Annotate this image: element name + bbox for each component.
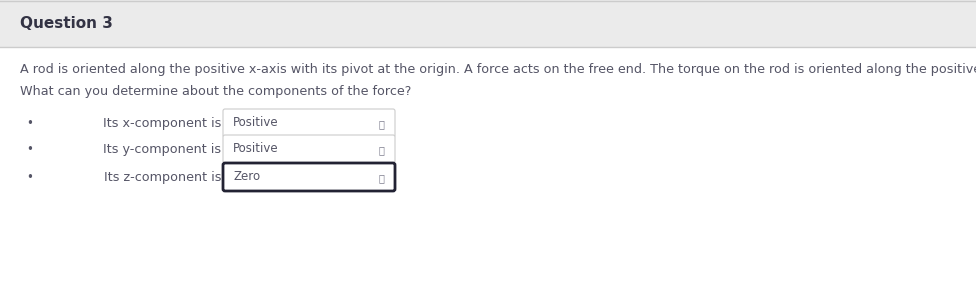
- Text: Its z-component is: Its z-component is: [103, 170, 221, 184]
- Text: Its y-component is: Its y-component is: [102, 142, 221, 156]
- Text: •: •: [26, 142, 33, 156]
- Text: What can you determine about the components of the force?: What can you determine about the compone…: [20, 85, 411, 99]
- FancyBboxPatch shape: [223, 109, 395, 137]
- Text: •: •: [26, 170, 33, 184]
- Text: A rod is oriented along the positive x-axis with its pivot at the origin. A forc: A rod is oriented along the positive x-a…: [20, 63, 976, 77]
- Text: Positive: Positive: [233, 117, 278, 130]
- Text: Its x-component is: Its x-component is: [102, 117, 221, 130]
- Text: Positive: Positive: [233, 142, 278, 156]
- FancyBboxPatch shape: [223, 135, 395, 163]
- Text: Question 3: Question 3: [20, 16, 113, 31]
- Bar: [0, 0, 976, 47]
- Text: ⌵: ⌵: [378, 173, 384, 183]
- Text: ⌵: ⌵: [378, 145, 384, 155]
- Text: Zero: Zero: [233, 170, 261, 184]
- Text: •: •: [26, 117, 33, 130]
- Text: ⌵: ⌵: [378, 119, 384, 129]
- FancyBboxPatch shape: [223, 163, 395, 191]
